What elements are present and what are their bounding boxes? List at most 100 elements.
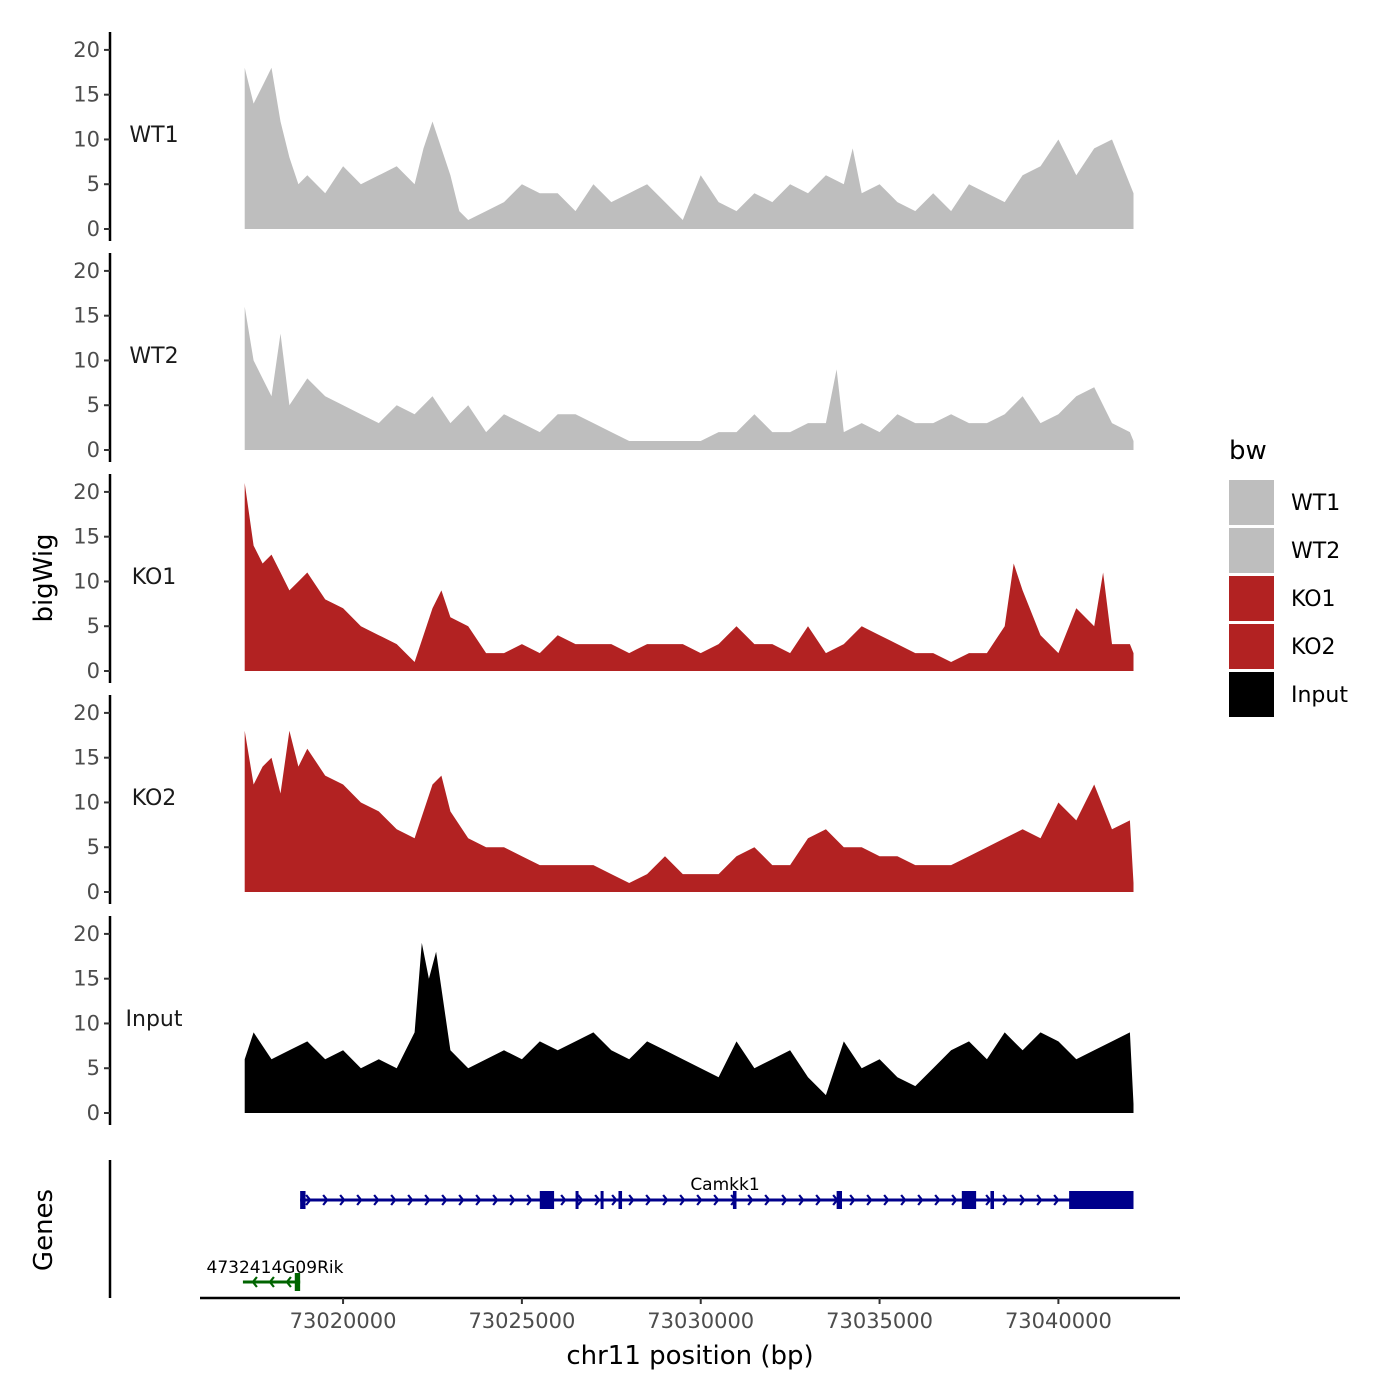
exon	[600, 1191, 604, 1209]
legend-swatch	[1229, 528, 1274, 573]
gene-name: 4732414G09Rik	[207, 1258, 344, 1278]
exon	[300, 1191, 306, 1209]
genes-axis-title: Genes	[29, 1189, 59, 1271]
strand-chevron	[492, 1194, 499, 1206]
area-ko1	[244, 483, 1134, 671]
y-tick-label: 5	[87, 393, 100, 417]
exon	[539, 1191, 555, 1209]
strand-chevron	[1053, 1194, 1060, 1206]
strand-chevron	[441, 1194, 448, 1206]
strand-chevron	[458, 1194, 465, 1206]
legend-label: KO1	[1291, 587, 1336, 612]
y-tick-label: 5	[87, 172, 100, 196]
x-tick-label: 73030000	[647, 1309, 754, 1333]
y-tick-label: 10	[73, 127, 100, 151]
exon	[618, 1191, 623, 1209]
strand-chevron	[866, 1194, 873, 1206]
y-tick-label: 15	[73, 967, 100, 991]
x-tick-label: 73040000	[1005, 1309, 1112, 1333]
y-tick-label: 20	[73, 259, 100, 283]
legend-label: WT2	[1291, 539, 1340, 564]
x-axis: 73020000 73025000 73030000 73035000 73040000	[200, 1296, 1180, 1333]
y-tick-label: 10	[73, 348, 100, 372]
strand-chevron	[679, 1194, 686, 1206]
y-tick-label: 15	[73, 304, 100, 328]
strand-chevron	[356, 1194, 363, 1206]
panel-label-input: Input	[126, 1007, 183, 1032]
strand-chevron	[322, 1194, 329, 1206]
strand-chevron	[696, 1194, 703, 1206]
strand-chevron	[285, 1276, 292, 1288]
y-tick-label: 10	[73, 1011, 100, 1035]
strand-chevron	[849, 1194, 856, 1206]
x-tick-label: 73020000	[290, 1309, 397, 1333]
strand-chevron	[475, 1194, 482, 1206]
legend-entry-wt1: WT1	[1229, 480, 1340, 525]
strand-chevron	[305, 1194, 312, 1206]
exon	[575, 1191, 579, 1209]
y-tick-label: 10	[73, 790, 100, 814]
legend-entry-wt2: WT2	[1229, 528, 1340, 573]
strand-chevron	[1002, 1194, 1009, 1206]
area-input	[244, 942, 1134, 1113]
panel-input: 0 5 10 15 20 Input	[73, 916, 1134, 1125]
legend-swatch	[1229, 480, 1274, 525]
strand-chevron	[798, 1194, 805, 1206]
y-tick-label: 10	[73, 569, 100, 593]
legend-label: KO2	[1291, 635, 1336, 660]
x-tick-label: 73035000	[826, 1309, 933, 1333]
y-tick-label: 20	[73, 922, 100, 946]
y-tick-label: 20	[73, 701, 100, 725]
strand-chevron	[628, 1194, 635, 1206]
panel-wt1: 0 5 10 15 20 WT1	[73, 32, 1134, 241]
y-tick-label: 5	[87, 1056, 100, 1080]
legend-swatch	[1229, 576, 1274, 621]
strand-chevron	[934, 1194, 941, 1206]
y-tick-label: 0	[87, 217, 100, 241]
area-ko2	[244, 730, 1134, 892]
strand-chevron	[526, 1194, 533, 1206]
strand-chevron	[815, 1194, 822, 1206]
y-tick-label: 5	[87, 835, 100, 859]
strand-chevron	[560, 1194, 567, 1206]
panel-ko2: 0 5 10 15 20 KO2	[73, 695, 1134, 904]
y-tick-label: 0	[87, 438, 100, 462]
legend-label: Input	[1291, 683, 1348, 708]
panel-label-wt1: WT1	[129, 123, 178, 148]
panel-label-wt2: WT2	[129, 344, 178, 369]
legend-title: bw	[1229, 436, 1267, 466]
y-tick-label: 0	[87, 1101, 100, 1125]
y-axis-title: bigWig	[29, 533, 59, 622]
legend: WT1 WT2 KO1 KO2 Input	[1229, 480, 1348, 717]
gene-4732414g09rik: 4732414G09Rik	[207, 1258, 344, 1291]
strand-chevron	[917, 1194, 924, 1206]
genes-panel: Camkk1 4732414G09Rik	[108, 1160, 1134, 1298]
exon	[294, 1273, 301, 1291]
exon	[990, 1191, 995, 1209]
strand-chevron	[424, 1194, 431, 1206]
legend-label: WT1	[1291, 491, 1340, 516]
strand-chevron	[509, 1194, 516, 1206]
strand-chevron	[951, 1194, 958, 1206]
strand-chevron	[594, 1194, 601, 1206]
strand-chevron	[611, 1194, 618, 1206]
strand-chevron	[407, 1194, 414, 1206]
y-tick-label: 20	[73, 480, 100, 504]
panel-label-ko2: KO2	[132, 786, 177, 811]
area-wt1	[244, 67, 1134, 229]
strand-chevron	[577, 1194, 584, 1206]
gene-name: Camkk1	[690, 1175, 759, 1195]
x-axis-title: chr11 position (bp)	[566, 1341, 813, 1371]
panel-wt2: 0 5 10 15 20 WT2	[73, 253, 1134, 462]
strand-chevron	[1019, 1194, 1026, 1206]
panel-ko1: 0 5 10 15 20 KO1	[73, 474, 1134, 683]
legend-entry-ko2: KO2	[1229, 624, 1336, 669]
panel-label-ko1: KO1	[132, 565, 177, 590]
y-tick-label: 0	[87, 880, 100, 904]
strand-chevron	[645, 1194, 652, 1206]
y-tick-label: 15	[73, 525, 100, 549]
signal-panels: 0 5 10 15 20 WT1 0 5 10 15 20 WT2 0 5 10 15 20 KO1 0 5 10 15 2…	[73, 32, 1134, 1125]
legend-entry-input: Input	[1229, 672, 1348, 717]
strand-chevron	[781, 1194, 788, 1206]
